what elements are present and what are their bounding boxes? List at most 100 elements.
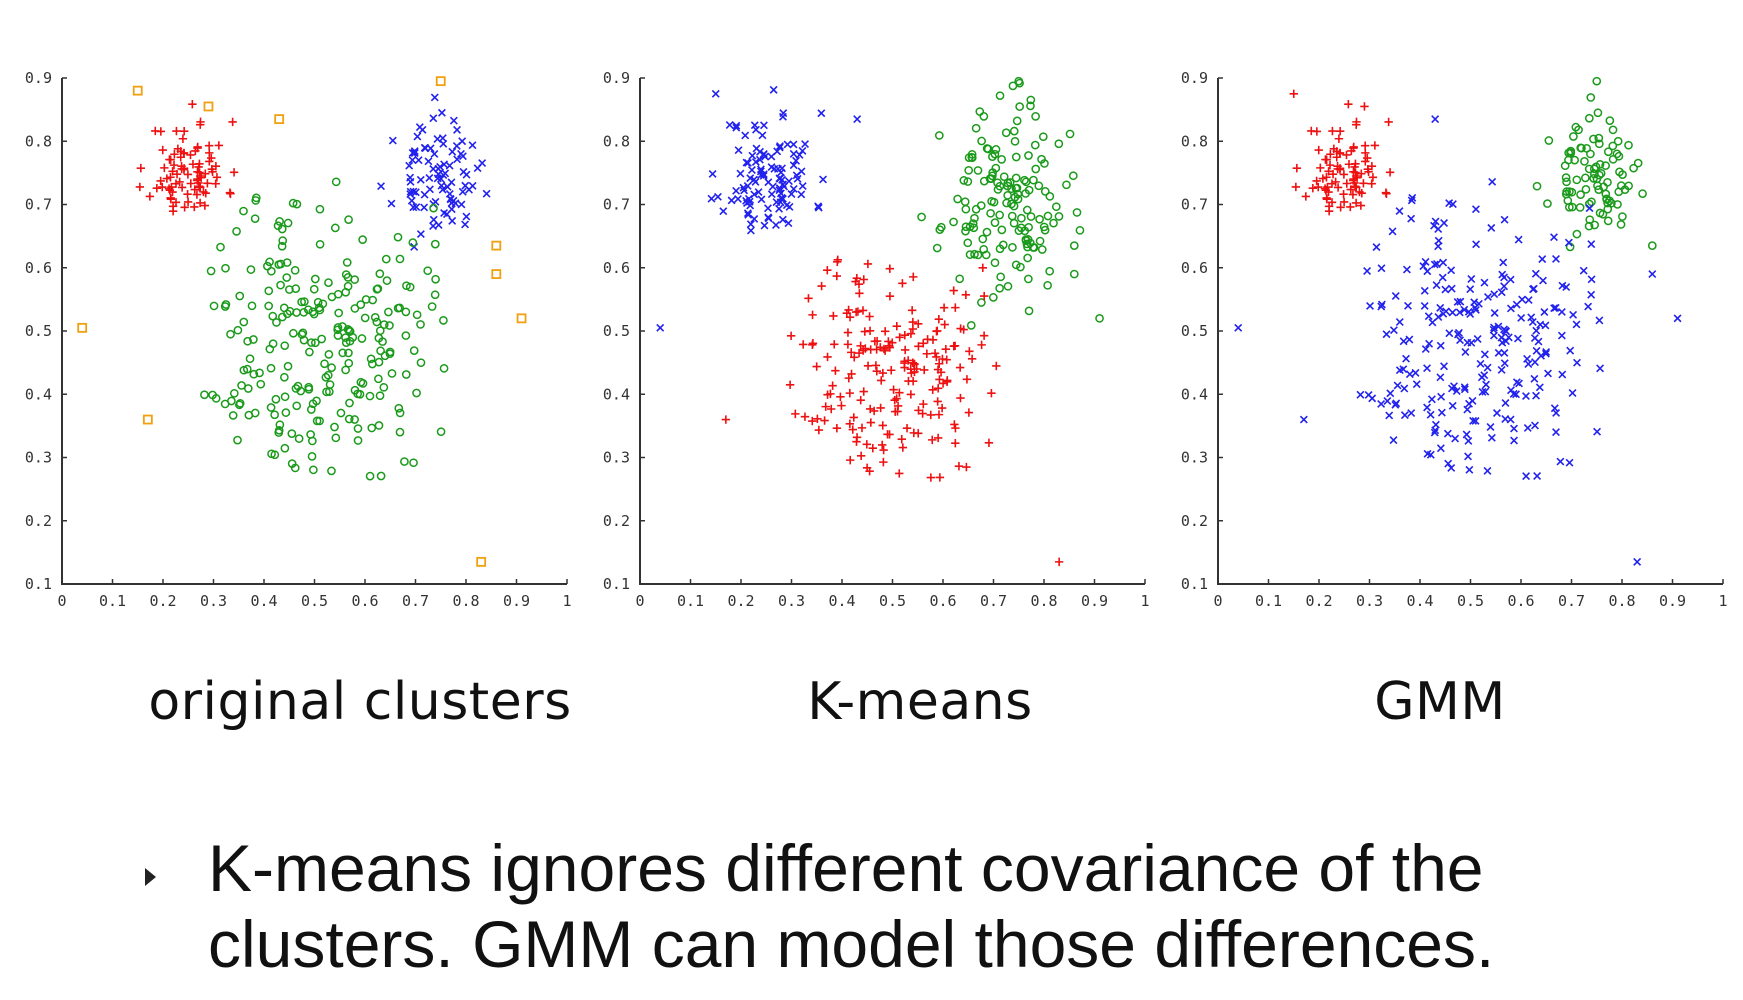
data-point	[1011, 260, 1021, 270]
data-point	[1586, 93, 1596, 102]
data-point	[1428, 318, 1437, 327]
data-point	[1506, 275, 1515, 284]
data-point	[264, 286, 274, 296]
data-point	[1436, 341, 1445, 350]
data-point	[353, 424, 363, 433]
data-point	[920, 365, 929, 375]
data-point	[808, 340, 817, 350]
data-point	[1324, 167, 1333, 176]
data-point	[895, 333, 904, 342]
data-point	[290, 463, 300, 473]
data-point	[345, 398, 354, 408]
data-point	[1017, 213, 1026, 223]
data-point	[1437, 392, 1446, 401]
x-tick-label: 0	[1213, 592, 1222, 610]
data-point	[1391, 400, 1400, 409]
data-point	[1322, 155, 1331, 164]
data-point	[324, 350, 334, 359]
data-point	[1461, 348, 1470, 356]
data-point	[303, 305, 313, 315]
data-point	[1404, 301, 1412, 310]
data-point	[1513, 334, 1522, 343]
data-point	[1500, 325, 1508, 334]
data-point	[292, 199, 302, 209]
data-point	[1567, 187, 1577, 197]
data-point	[158, 145, 167, 155]
data-point	[268, 311, 278, 321]
data-point	[1509, 389, 1518, 398]
data-point	[476, 556, 487, 567]
data-point	[188, 100, 197, 109]
data-point	[1497, 365, 1506, 374]
data-point	[754, 188, 763, 197]
data-point	[759, 121, 768, 130]
data-point	[1467, 338, 1476, 347]
data-point	[194, 162, 203, 172]
data-point	[732, 123, 741, 132]
data-point	[812, 362, 821, 371]
data-point	[1351, 168, 1360, 177]
data-point	[1530, 374, 1539, 383]
data-point	[1603, 216, 1613, 226]
data-point	[1443, 429, 1452, 438]
data-point	[441, 169, 450, 178]
data-point	[186, 179, 196, 188]
data-point	[1386, 389, 1395, 398]
series-square-markers	[77, 76, 527, 567]
data-point	[1629, 163, 1638, 173]
data-point	[960, 197, 970, 207]
data-point	[1483, 363, 1492, 372]
y-tick-label: 0.1	[25, 575, 52, 593]
data-point	[850, 353, 859, 362]
data-point	[461, 220, 470, 229]
x-tick-label: 0.3	[200, 592, 227, 610]
data-point	[1506, 304, 1515, 313]
data-point	[789, 161, 798, 170]
data-point	[425, 185, 434, 194]
data-point	[1445, 329, 1454, 338]
data-point	[884, 337, 893, 346]
data-point	[1603, 198, 1612, 208]
data-point	[244, 410, 254, 420]
data-point	[961, 226, 970, 236]
data-point	[855, 289, 864, 298]
data-point	[331, 433, 341, 443]
data-point	[152, 184, 162, 193]
data-point	[1010, 136, 1020, 146]
data-point	[1448, 308, 1457, 317]
data-point	[274, 260, 284, 269]
data-point	[849, 413, 859, 422]
series-x-markers	[707, 85, 828, 235]
data-point	[748, 151, 757, 160]
data-point	[814, 203, 823, 212]
data-point	[1356, 390, 1365, 399]
data-point	[885, 264, 895, 273]
data-point	[786, 331, 796, 340]
data-point	[168, 187, 177, 197]
x-tick-label: 0.8	[1030, 592, 1057, 610]
data-point	[448, 216, 457, 225]
data-point	[341, 287, 351, 297]
data-point	[192, 190, 202, 199]
data-point	[1021, 189, 1030, 198]
y-tick-label: 0.4	[603, 385, 630, 403]
data-point	[381, 254, 391, 264]
data-point	[736, 169, 745, 178]
data-point	[1572, 320, 1581, 329]
data-point	[1436, 444, 1445, 453]
data-point	[1095, 314, 1104, 323]
data-point	[1035, 214, 1044, 224]
data-point	[769, 85, 778, 94]
data-point	[1054, 557, 1064, 567]
data-point	[333, 331, 343, 340]
data-point	[1029, 243, 1039, 252]
data-point	[750, 190, 759, 199]
data-point	[1624, 140, 1633, 150]
data-point	[1532, 326, 1541, 335]
y-tick-label: 0.4	[25, 385, 52, 403]
data-point	[274, 114, 285, 125]
data-point	[325, 380, 335, 389]
data-point	[1437, 408, 1446, 417]
data-point	[836, 392, 845, 401]
data-point	[1361, 148, 1370, 158]
